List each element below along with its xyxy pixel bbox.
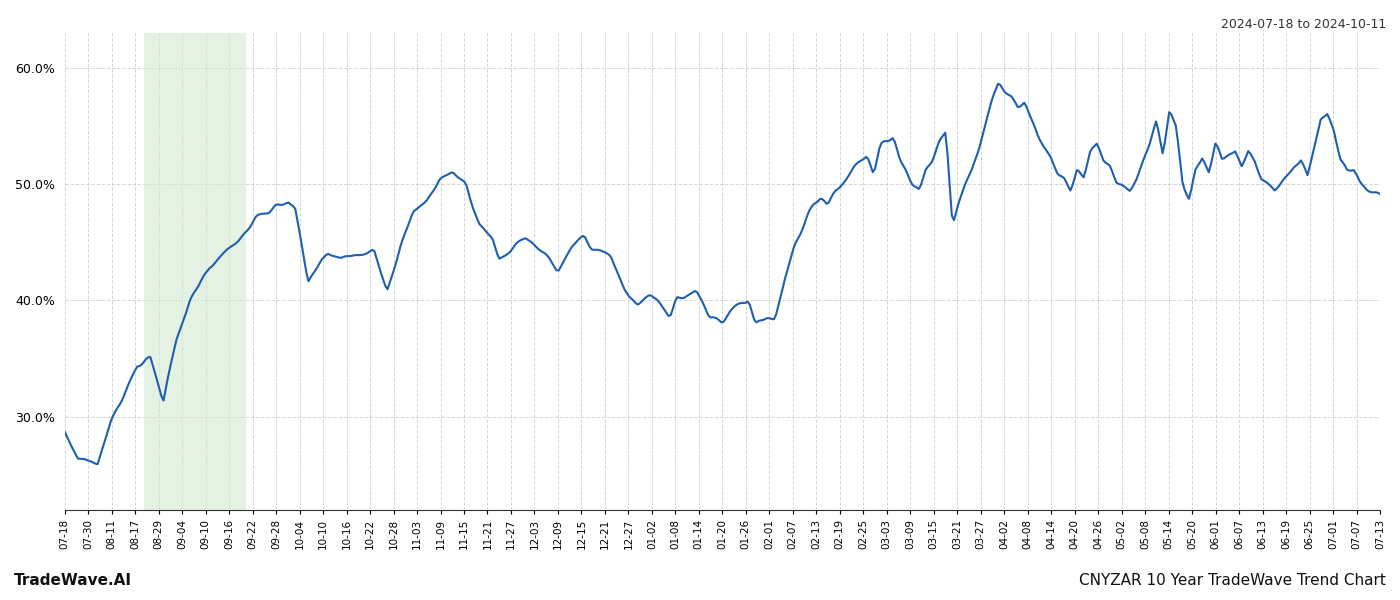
Text: 2024-07-18 to 2024-10-11: 2024-07-18 to 2024-10-11 (1221, 18, 1386, 31)
Text: TradeWave.AI: TradeWave.AI (14, 573, 132, 588)
Text: CNYZAR 10 Year TradeWave Trend Chart: CNYZAR 10 Year TradeWave Trend Chart (1079, 573, 1386, 588)
Bar (144, 33, 246, 510)
